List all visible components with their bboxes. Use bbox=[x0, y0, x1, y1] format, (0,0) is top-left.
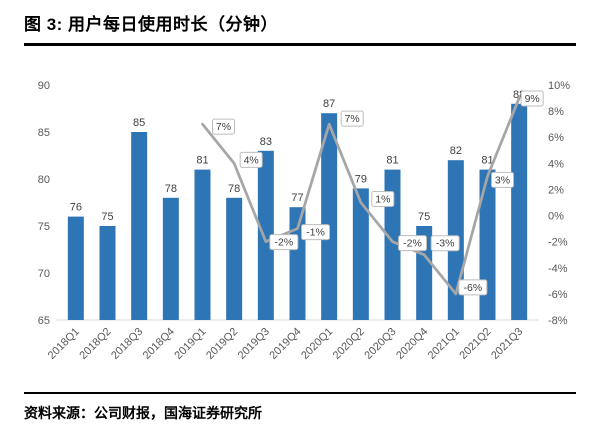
figure-header: 图 3: 用户每日使用时长（分钟） bbox=[24, 10, 576, 35]
left-axis-tick: 80 bbox=[38, 174, 50, 186]
x-axis-label: 2018Q2 bbox=[77, 326, 113, 362]
bar-value-label: 81 bbox=[386, 155, 398, 167]
right-axis-tick: 4% bbox=[548, 158, 564, 170]
line-point-label: -2% bbox=[403, 238, 422, 250]
line-point-label: 4% bbox=[244, 154, 259, 166]
left-axis-tick: 85 bbox=[38, 127, 50, 139]
x-axis-label: 2020Q2 bbox=[331, 326, 367, 362]
line-label-box bbox=[520, 90, 544, 107]
right-axis-tick: -4% bbox=[548, 263, 568, 275]
line-label-box bbox=[430, 235, 460, 252]
x-axis-label: 2021Q3 bbox=[489, 326, 525, 362]
bar bbox=[162, 197, 179, 320]
right-axis-tick: 0% bbox=[548, 211, 564, 223]
title-divider bbox=[24, 43, 576, 46]
bar-value-label: 76 bbox=[70, 202, 82, 214]
chart-svg: 65 70 75 80 85 90 -8% -6% -4% -2% 0% 2% 4% 6% 8% 10% 201… bbox=[38, 80, 570, 362]
bar bbox=[321, 113, 338, 320]
line-label-box bbox=[269, 234, 299, 251]
bar-value-label: 75 bbox=[418, 211, 430, 223]
bar-value-label: 81 bbox=[196, 155, 208, 167]
bar-value-label: 77 bbox=[291, 192, 303, 204]
bar bbox=[67, 216, 84, 320]
line-point-label: 1% bbox=[375, 194, 390, 206]
line-label-box bbox=[458, 279, 488, 296]
line-point-label: -2% bbox=[274, 237, 293, 249]
bar-value-label: 75 bbox=[101, 211, 113, 223]
bar-value-label: 81 bbox=[481, 155, 493, 167]
bar-value-label: 79 bbox=[355, 173, 367, 185]
left-axis-tick: 65 bbox=[38, 315, 50, 327]
bar bbox=[511, 103, 528, 320]
line-point-label: -6% bbox=[463, 282, 482, 294]
left-axis-tick: 90 bbox=[38, 80, 50, 92]
bar-value-label: 85 bbox=[133, 117, 145, 129]
left-axis-tick: 75 bbox=[38, 221, 50, 233]
right-axis-tick: -2% bbox=[548, 237, 568, 249]
bar-value-label: 83 bbox=[260, 136, 272, 148]
right-axis-tick: -8% bbox=[548, 315, 568, 327]
x-axis-label: 2021Q2 bbox=[457, 326, 493, 362]
bar bbox=[131, 132, 148, 320]
line-point-label: 7% bbox=[345, 113, 360, 125]
line-point-label: 3% bbox=[495, 174, 510, 186]
source-note: 资料来源：公司财报，国海证券研究所 bbox=[24, 392, 576, 423]
right-axis-tick: 2% bbox=[548, 184, 564, 196]
line-point-label: -1% bbox=[306, 227, 325, 239]
x-axis-label: 2020Q1 bbox=[299, 326, 335, 362]
bar-value-label: 82 bbox=[450, 145, 462, 157]
line-label-box bbox=[340, 110, 364, 127]
x-axis-label: 2018Q1 bbox=[46, 326, 82, 362]
figure-title: 图 3: 用户每日使用时长（分钟） bbox=[24, 15, 279, 34]
chart: 65 70 75 80 85 90 -8% -6% -4% -2% 0% 2% 4% 6% 8% 10% 201… bbox=[0, 50, 600, 390]
line-label-box bbox=[398, 235, 427, 252]
line-label-box bbox=[212, 118, 235, 135]
line-label-box bbox=[239, 151, 263, 168]
bar-value-label: 78 bbox=[228, 183, 240, 195]
bar bbox=[226, 197, 243, 320]
bar bbox=[352, 188, 369, 320]
x-axis-label: 2019Q3 bbox=[236, 326, 272, 362]
bar bbox=[384, 169, 401, 320]
bar bbox=[257, 150, 274, 320]
bar bbox=[194, 169, 211, 320]
bar-value-label: 78 bbox=[165, 183, 177, 195]
line-series bbox=[201, 96, 521, 296]
left-axis-tick: 70 bbox=[38, 268, 50, 280]
x-axis-label: 2018Q4 bbox=[141, 326, 177, 362]
line-label-box bbox=[491, 171, 514, 188]
line-label-box bbox=[371, 191, 395, 207]
x-axis-label: 2019Q2 bbox=[204, 326, 240, 362]
right-axis-tick: 8% bbox=[548, 106, 564, 118]
line-point-label: 9% bbox=[525, 93, 540, 105]
line-point-label: 7% bbox=[216, 121, 231, 133]
x-axis-label: 2020Q4 bbox=[394, 326, 430, 362]
right-axis-tick: -6% bbox=[548, 289, 568, 301]
x-axis-label: 2021Q1 bbox=[426, 326, 462, 362]
bar bbox=[99, 226, 116, 320]
x-axis-label: 2018Q3 bbox=[109, 326, 145, 362]
bar-value-label: 87 bbox=[323, 98, 335, 110]
x-axis-label: 2020Q3 bbox=[362, 326, 398, 362]
line-label-box bbox=[301, 224, 330, 241]
right-axis-tick: 6% bbox=[548, 132, 564, 144]
x-axis-label: 2019Q4 bbox=[267, 326, 303, 362]
x-axis-label: 2019Q1 bbox=[172, 326, 208, 362]
right-axis-tick: 10% bbox=[548, 80, 570, 92]
line-point-label: -3% bbox=[436, 238, 455, 250]
